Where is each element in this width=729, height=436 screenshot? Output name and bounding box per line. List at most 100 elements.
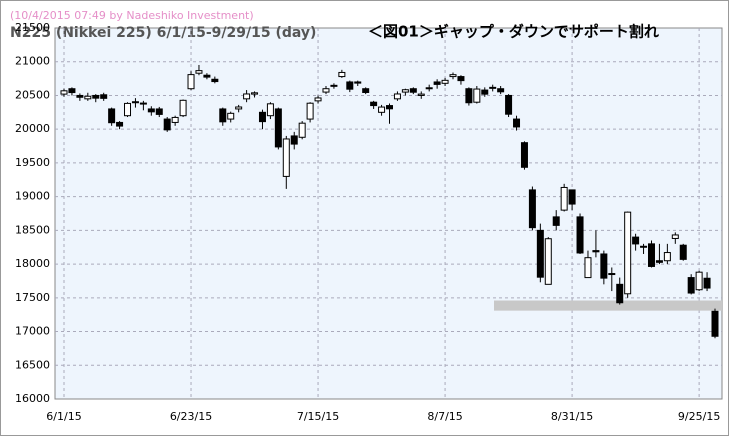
candle-body [116, 121, 124, 127]
candle-body [513, 118, 521, 128]
x-tick-label: 8/31/15 [551, 410, 593, 423]
candle-body [663, 252, 671, 262]
candle-body [100, 94, 108, 99]
x-tick-label: 8/7/15 [427, 410, 462, 423]
candle-body [187, 74, 195, 90]
y-tick-label: 17500 [15, 291, 50, 304]
candle-body [195, 70, 203, 74]
candle-body [298, 122, 306, 138]
candle-body [671, 234, 679, 239]
y-tick-label: 21500 [15, 21, 50, 34]
candle-body [687, 277, 695, 294]
candle-body [544, 238, 552, 285]
candle-body [76, 94, 84, 98]
candle-body [258, 111, 266, 123]
candle-body [219, 108, 227, 123]
candle-body [282, 138, 290, 177]
candle-body [608, 273, 616, 276]
candle-body [108, 108, 116, 124]
candle-body [520, 142, 528, 168]
candle-body [433, 81, 441, 85]
candle-body [124, 102, 132, 117]
candle-body [568, 189, 576, 205]
candle-body [393, 93, 401, 100]
y-tick-label: 21000 [15, 55, 50, 68]
candle-body [647, 243, 655, 267]
candle-body [695, 271, 703, 291]
plot-area [54, 27, 723, 400]
candle-body [179, 99, 187, 117]
candle-body [147, 108, 155, 113]
candle-body [425, 87, 433, 90]
candle-body [274, 108, 282, 148]
candle-body [163, 118, 171, 131]
candle-body [346, 81, 354, 90]
candle-body [560, 186, 568, 211]
candle-body [306, 102, 314, 120]
candle-body [314, 97, 322, 102]
y-tick-label: 20000 [15, 122, 50, 135]
candle-body [92, 94, 100, 99]
candle-body [473, 88, 481, 103]
candle-body [370, 101, 378, 107]
gap-band [494, 300, 722, 311]
y-tick-label: 17000 [15, 325, 50, 338]
candle-body [338, 71, 346, 78]
candle-body [457, 76, 465, 82]
x-tick-label: 7/15/15 [297, 410, 339, 423]
candle-body [703, 277, 711, 289]
candle-body [465, 88, 473, 104]
candle-body [417, 93, 425, 96]
x-tick-label: 9/25/15 [678, 410, 720, 423]
candle-body [497, 88, 505, 93]
candle-body [616, 283, 624, 304]
candle-body [266, 103, 274, 117]
candle-body [155, 108, 163, 115]
chart-title: N225 (Nikkei 225) 6/1/15-9/29/15 (day) [10, 25, 316, 41]
y-tick-label: 20500 [15, 88, 50, 101]
candle-body [552, 216, 560, 226]
candle-body [171, 116, 179, 123]
candle-body [640, 245, 648, 248]
y-tick-label: 16000 [15, 392, 50, 405]
candle-body [536, 229, 544, 278]
candle-body [600, 253, 608, 279]
x-tick-label: 6/23/15 [170, 410, 212, 423]
candle-body [290, 135, 298, 145]
candle-body [624, 211, 632, 295]
candle-body [409, 88, 417, 93]
candle-body [322, 88, 330, 93]
candle-body [679, 244, 687, 260]
candle-body [203, 74, 211, 78]
candle-body [584, 257, 592, 279]
y-tick-label: 18500 [15, 223, 50, 236]
candle-body [227, 112, 235, 120]
candle-body [386, 105, 393, 110]
candle-body [528, 189, 536, 229]
candle-body [592, 250, 600, 253]
candle-body [211, 78, 219, 83]
candle-body [354, 81, 362, 84]
candle-body [60, 90, 68, 95]
candle-body [251, 92, 259, 95]
y-tick-label: 18000 [15, 257, 50, 270]
x-tick-label: 6/1/15 [46, 410, 81, 423]
candle-body [131, 101, 139, 104]
candle-body [576, 216, 584, 254]
candle-body [68, 88, 76, 94]
candle-body [139, 102, 147, 105]
candle-body [449, 74, 457, 78]
candle-body [84, 95, 92, 100]
y-tick-label: 19000 [15, 190, 50, 203]
candle-body [489, 86, 497, 89]
candle-body [330, 84, 338, 87]
candle-body [505, 94, 513, 115]
candle-body [441, 79, 449, 84]
candle-body [632, 236, 640, 245]
candle-body [711, 310, 719, 337]
candle-body [655, 260, 663, 263]
candle-body [401, 89, 409, 93]
y-tick-label: 19500 [15, 156, 50, 169]
annotation: ＜図01＞ギャップ・ダウンでサポート割れ [368, 23, 659, 41]
